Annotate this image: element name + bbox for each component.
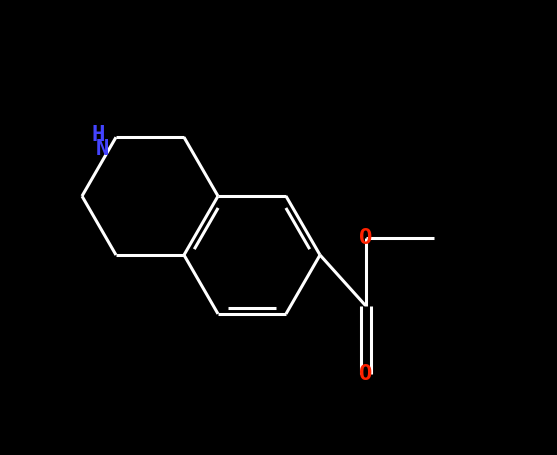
Text: O: O: [359, 228, 372, 248]
Text: H: H: [91, 125, 105, 145]
Text: O: O: [359, 364, 372, 384]
Text: N: N: [95, 139, 109, 159]
